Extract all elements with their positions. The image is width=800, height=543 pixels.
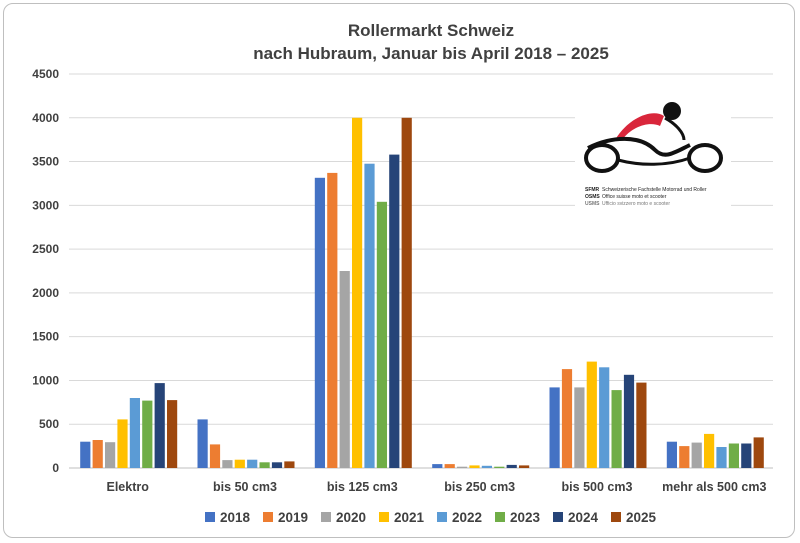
bar-2021-3 — [352, 117, 363, 469]
legend-label-2021: 2021 — [394, 510, 425, 525]
bar-2025-3 — [401, 117, 412, 469]
x-category-label: bis 250 cm3 — [444, 480, 515, 494]
bar-2025-5 — [636, 382, 647, 468]
y-tick-label: 2500 — [32, 242, 59, 256]
bar-2023-5 — [611, 390, 622, 468]
legend-label-2023: 2023 — [510, 510, 541, 525]
y-tick-label: 1000 — [32, 373, 59, 387]
bar-2021-4 — [469, 465, 480, 468]
legend-swatch-2019 — [263, 512, 273, 522]
logo-abbr-sfmr: SFMR — [585, 187, 600, 193]
chart-title: Rollermarkt Schweiz — [348, 21, 514, 40]
bar-2019-1 — [92, 440, 103, 468]
bar-2022-3 — [364, 163, 375, 468]
x-category-label: bis 500 cm3 — [562, 480, 633, 494]
bar-2022-2 — [247, 459, 258, 468]
logo-abbr-usms: USMS — [585, 201, 600, 207]
bar-2021-2 — [234, 459, 245, 468]
bar-2024-6 — [741, 443, 752, 468]
x-category-label: bis 125 cm3 — [327, 480, 398, 494]
y-tick-label: 0 — [52, 461, 59, 475]
bar-2025-1 — [167, 400, 178, 468]
legend-swatch-2025 — [611, 512, 621, 522]
x-category-label: Elektro — [107, 480, 150, 494]
y-tick-label: 3000 — [32, 198, 59, 212]
bar-2023-2 — [259, 462, 270, 468]
legend-label-2024: 2024 — [568, 510, 599, 525]
bar-2019-6 — [679, 446, 690, 468]
bar-2019-4 — [444, 464, 455, 468]
y-tick-label: 4500 — [32, 67, 59, 81]
bar-2023-1 — [142, 400, 153, 468]
legend-label-2019: 2019 — [278, 510, 308, 525]
bar-2020-6 — [691, 442, 702, 468]
bar-2018-3 — [314, 177, 325, 469]
bar-2024-2 — [271, 462, 283, 468]
y-tick-label: 500 — [39, 417, 59, 431]
bar-2024-3 — [389, 154, 400, 468]
bars — [80, 117, 764, 469]
bar-2021-6 — [704, 433, 715, 468]
bar-2024-1 — [154, 383, 165, 468]
bar-2021-1 — [117, 419, 128, 468]
legend-swatch-2021 — [379, 512, 389, 522]
x-category-label: bis 50 cm3 — [213, 480, 277, 494]
legend-label-2022: 2022 — [452, 510, 482, 525]
bar-2018-1 — [80, 441, 91, 468]
bar-2025-2 — [284, 461, 295, 468]
bar-2024-5 — [623, 374, 635, 468]
bar-2025-6 — [753, 437, 764, 468]
logo-text-osms: Office suisse moto et scooter — [602, 194, 667, 200]
logo-text-usms: Ufficio svizzero moto e scooter — [602, 201, 670, 207]
sfmr-logo: SFMR Schweizerische Fachstelle Motorrad … — [575, 93, 731, 213]
chart-subtitle: nach Hubraum, Januar bis April 2018 – 20… — [253, 44, 609, 63]
bar-2020-3 — [339, 271, 350, 468]
y-tick-label: 2000 — [32, 286, 59, 300]
motorcycle-rider-icon — [584, 102, 723, 173]
bar-2018-5 — [549, 387, 560, 468]
legend-swatch-2023 — [495, 512, 505, 522]
bar-2022-1 — [129, 398, 140, 468]
y-tick-label: 1500 — [32, 330, 59, 344]
legend-swatch-2022 — [437, 512, 447, 522]
legend-label-2018: 2018 — [220, 510, 251, 525]
bar-2018-4 — [432, 464, 443, 468]
y-tick-label: 4000 — [32, 111, 59, 125]
logo-background — [575, 93, 731, 213]
bar-2022-6 — [716, 447, 727, 468]
bar-2020-5 — [574, 387, 585, 468]
bar-2020-1 — [105, 442, 116, 468]
bar-2023-4 — [494, 466, 505, 468]
bar-2022-4 — [481, 465, 492, 468]
bar-2019-3 — [327, 172, 338, 468]
bar-2024-4 — [506, 464, 517, 468]
bar-2018-2 — [197, 419, 208, 468]
logo-abbr-osms: OSMS — [585, 194, 600, 200]
bar-2018-6 — [666, 441, 677, 468]
legend-swatch-2024 — [553, 512, 563, 522]
bar-2019-2 — [209, 444, 221, 468]
legend: 2018 2019 2020 2021 2022 2023 2024 2025 — [205, 510, 657, 525]
y-axis: 0 500 1000 1500 2000 2500 3000 3500 4000 4500 — [32, 67, 59, 475]
bar-2023-3 — [376, 201, 387, 469]
logo-text-sfmr: Schweizerische Fachstelle Motorrad und R… — [602, 187, 707, 193]
legend-swatch-2020 — [321, 512, 331, 522]
bar-2023-6 — [728, 443, 739, 468]
bar-2020-2 — [222, 460, 233, 468]
legend-label-2025: 2025 — [626, 510, 657, 525]
x-category-label: mehr als 500 cm3 — [662, 480, 766, 494]
bar-2021-5 — [586, 361, 597, 468]
bar-2019-5 — [561, 369, 573, 468]
bar-2025-4 — [519, 465, 530, 468]
y-tick-label: 3500 — [32, 155, 59, 169]
x-axis: Elektro bis 50 cm3 bis 125 cm3 bis 250 cm3 b… — [107, 480, 767, 494]
bar-2020-4 — [457, 466, 468, 468]
legend-swatch-2018 — [205, 512, 215, 522]
bar-2022-5 — [599, 367, 610, 468]
legend-label-2020: 2020 — [336, 510, 366, 525]
